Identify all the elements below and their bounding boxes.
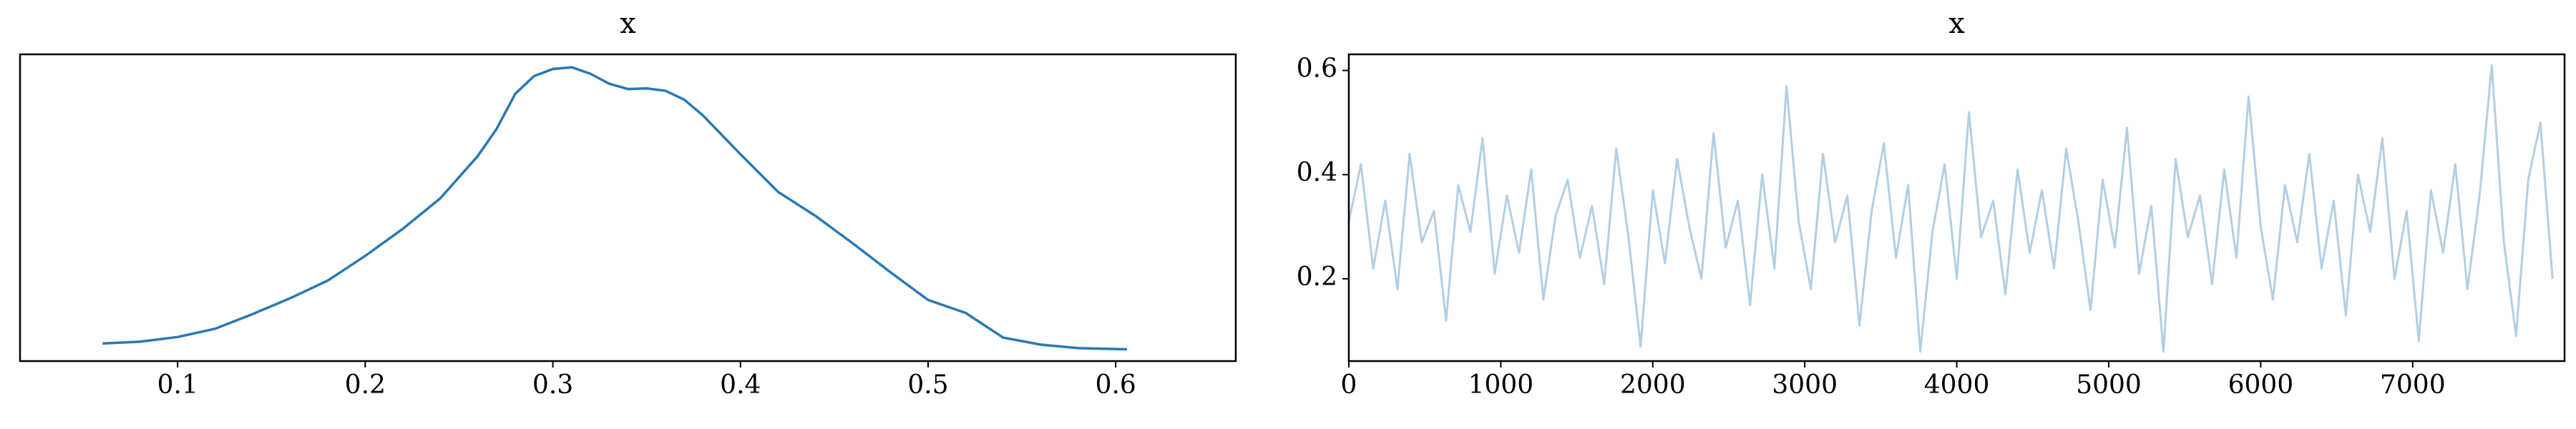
x-tick-label: 0.2: [345, 370, 386, 400]
chart-title: x: [1948, 7, 1965, 40]
x-tick-label: 1000: [1468, 370, 1534, 400]
axes-frame: [1347, 53, 2566, 363]
x-tick-label: 6000: [2228, 370, 2294, 400]
x-tick-label: 7000: [2380, 370, 2446, 400]
x-tick-label: 0.3: [532, 370, 573, 400]
y-tick-label: 0.4: [1297, 158, 1337, 187]
x-tick-label: 0.5: [907, 370, 948, 400]
y-tick-label: 0.2: [1297, 262, 1337, 292]
x-tick-label: 2000: [1620, 370, 1686, 400]
x-tick-label: 0.1: [157, 370, 198, 400]
y-tick-label: 0.6: [1297, 54, 1337, 84]
x-tick-label: 0: [1341, 370, 1357, 400]
x-tick-label: 3000: [1772, 370, 1838, 400]
data-line: [1347, 64, 2554, 353]
data-line: [102, 66, 1127, 351]
chart-title: x: [620, 7, 636, 40]
x-tick-label: 5000: [2076, 370, 2142, 400]
x-tick-label: 0.6: [1096, 370, 1136, 400]
axes-frame: [19, 53, 1237, 363]
x-tick-label: 0.4: [720, 370, 761, 400]
x-tick-label: 4000: [1924, 370, 1990, 400]
